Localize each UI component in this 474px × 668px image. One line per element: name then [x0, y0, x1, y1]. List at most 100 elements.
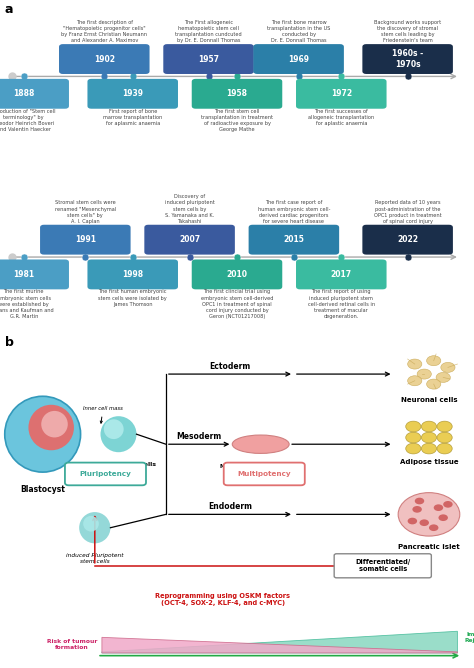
Text: The first murine
embryonic stem cells
were established by
Evans and Kaufman and
: The first murine embryonic stem cells we… — [0, 289, 54, 319]
Text: 1981: 1981 — [13, 270, 34, 279]
FancyBboxPatch shape — [88, 259, 178, 289]
Text: Inner cell mass: Inner cell mass — [83, 406, 123, 423]
Text: The first bone marrow
transplantation in the US
conducted by
Dr. E. Donnall Thom: The first bone marrow transplantation in… — [267, 20, 330, 43]
Circle shape — [406, 422, 421, 432]
Ellipse shape — [83, 516, 99, 532]
Text: The First allogeneic
hematopoietic stem cell
transplantation cundcuted
by Dr. E.: The First allogeneic hematopoietic stem … — [175, 20, 242, 43]
Text: Blastocyst: Blastocyst — [20, 486, 65, 494]
FancyBboxPatch shape — [59, 44, 149, 74]
Text: Background works support
the discovery of stromal
stem cells leading by
Friedens: Background works support the discovery o… — [374, 20, 441, 43]
Circle shape — [427, 355, 441, 366]
Ellipse shape — [232, 435, 289, 454]
FancyBboxPatch shape — [163, 44, 254, 74]
Circle shape — [419, 520, 429, 526]
FancyBboxPatch shape — [88, 79, 178, 109]
Text: The first report of using
induced pluripotent stem
cell-derived retinal cells in: The first report of using induced plurip… — [308, 289, 375, 319]
Text: Risk of tumour
formation: Risk of tumour formation — [47, 639, 97, 650]
Text: 1969: 1969 — [288, 55, 309, 63]
Circle shape — [398, 492, 460, 536]
Text: Stromal stem cells were
renamed "Mesenchymal
stem cells" by
A. I. Caplan: Stromal stem cells were renamed "Mesench… — [55, 200, 116, 224]
Polygon shape — [102, 637, 457, 653]
Circle shape — [427, 379, 441, 389]
Text: 2015: 2015 — [283, 235, 304, 244]
Circle shape — [408, 359, 422, 369]
Ellipse shape — [104, 420, 124, 439]
Circle shape — [421, 444, 437, 454]
Circle shape — [436, 373, 450, 382]
FancyBboxPatch shape — [40, 224, 130, 255]
FancyBboxPatch shape — [362, 44, 453, 74]
FancyBboxPatch shape — [0, 259, 69, 289]
Text: Pancreatic islet: Pancreatic islet — [398, 544, 460, 550]
Text: Endoderm: Endoderm — [208, 502, 252, 511]
Circle shape — [429, 524, 438, 531]
FancyBboxPatch shape — [191, 79, 282, 109]
Text: The first clincial trial using
embryonic stem cell-derived
OPC1 in treatment of : The first clincial trial using embryonic… — [201, 289, 273, 319]
Text: Pluripotency: Pluripotency — [80, 471, 131, 477]
Text: The first description of
"Hematopoietic progenitor cells"
by Franz Ernst Christi: The first description of "Hematopoietic … — [61, 20, 147, 43]
Text: induced Pluripotent
stem cells: induced Pluripotent stem cells — [66, 553, 124, 564]
Circle shape — [412, 506, 422, 513]
Circle shape — [437, 422, 452, 432]
Text: Introduction of "Stem cell
terminology" by
Theodor Heinrich Boveri
and Valentin : Introduction of "Stem cell terminology" … — [0, 109, 56, 132]
Circle shape — [441, 362, 455, 372]
Text: 2017: 2017 — [331, 270, 352, 279]
Circle shape — [443, 501, 453, 508]
FancyBboxPatch shape — [248, 224, 339, 255]
Circle shape — [415, 498, 424, 504]
Ellipse shape — [28, 405, 74, 450]
Circle shape — [421, 432, 437, 443]
Circle shape — [417, 369, 431, 379]
Text: Multipotency: Multipotency — [237, 471, 291, 477]
Text: 2010: 2010 — [227, 270, 247, 279]
Polygon shape — [102, 631, 457, 653]
Text: Neuronal cells: Neuronal cells — [401, 397, 457, 403]
Text: Embryonic stem cells: Embryonic stem cells — [81, 462, 156, 467]
FancyBboxPatch shape — [296, 79, 386, 109]
Ellipse shape — [41, 411, 68, 438]
Text: 1958: 1958 — [227, 90, 247, 98]
Circle shape — [406, 444, 421, 454]
FancyBboxPatch shape — [0, 79, 69, 109]
Circle shape — [438, 514, 448, 521]
Text: The first stem cell
transplantation in treatment
of radioactive exposure by
Geor: The first stem cell transplantation in t… — [201, 109, 273, 132]
FancyBboxPatch shape — [144, 224, 235, 255]
Text: The first human embryonic
stem cells were isolated by
James Thomson: The first human embryonic stem cells wer… — [98, 289, 167, 307]
Text: b: b — [5, 335, 14, 349]
Text: 1902: 1902 — [94, 55, 115, 63]
Ellipse shape — [100, 416, 137, 452]
FancyBboxPatch shape — [191, 259, 282, 289]
Text: 1991: 1991 — [75, 235, 96, 244]
Circle shape — [408, 518, 417, 524]
Text: Adipose tissue: Adipose tissue — [400, 460, 458, 465]
Circle shape — [437, 432, 452, 443]
Text: Discovery of
induced pluripotent
stem cells by
S. Yamanaka and K.
Takahashi: Discovery of induced pluripotent stem ce… — [165, 194, 214, 224]
Ellipse shape — [79, 512, 110, 543]
Circle shape — [434, 504, 443, 511]
FancyBboxPatch shape — [334, 554, 431, 578]
Text: a: a — [5, 3, 13, 17]
Text: Reprogramming using OSKM factors
(OCT-4, SOX-2, KLF-4, and c-MYC): Reprogramming using OSKM factors (OCT-4,… — [155, 593, 290, 606]
Text: 1939: 1939 — [122, 90, 143, 98]
Text: Mesenchymal stem cells: Mesenchymal stem cells — [220, 464, 301, 469]
Ellipse shape — [5, 396, 81, 472]
Text: The first successes of
allogeneic transplantation
for aplastic anaemia: The first successes of allogeneic transp… — [308, 109, 374, 126]
Text: 1960s -
1970s: 1960s - 1970s — [392, 49, 423, 69]
Text: Immune
Rejection: Immune Rejection — [465, 632, 474, 643]
Text: Differentiated/
somatic cells: Differentiated/ somatic cells — [355, 559, 410, 572]
Circle shape — [406, 432, 421, 443]
FancyBboxPatch shape — [65, 462, 146, 485]
Text: Reported data of 10 years
post-administration of the
OPC1 product in treatment
o: Reported data of 10 years post-administr… — [374, 200, 441, 224]
Text: 1998: 1998 — [122, 270, 143, 279]
Text: 1888: 1888 — [13, 90, 35, 98]
Text: 2007: 2007 — [179, 235, 200, 244]
Text: First report of bone
marrow transplantation
for aplasmic anaemia: First report of bone marrow transplantat… — [103, 109, 162, 126]
Text: Mesoderm: Mesoderm — [176, 432, 222, 441]
Circle shape — [408, 375, 422, 385]
FancyBboxPatch shape — [224, 462, 305, 485]
FancyBboxPatch shape — [362, 224, 453, 255]
Text: Ectoderm: Ectoderm — [209, 362, 251, 371]
Text: The first case report of
human embryonic stem cell-
derived cardiac progenitors
: The first case report of human embryonic… — [258, 200, 330, 224]
FancyBboxPatch shape — [296, 259, 386, 289]
Text: 1957: 1957 — [198, 55, 219, 63]
